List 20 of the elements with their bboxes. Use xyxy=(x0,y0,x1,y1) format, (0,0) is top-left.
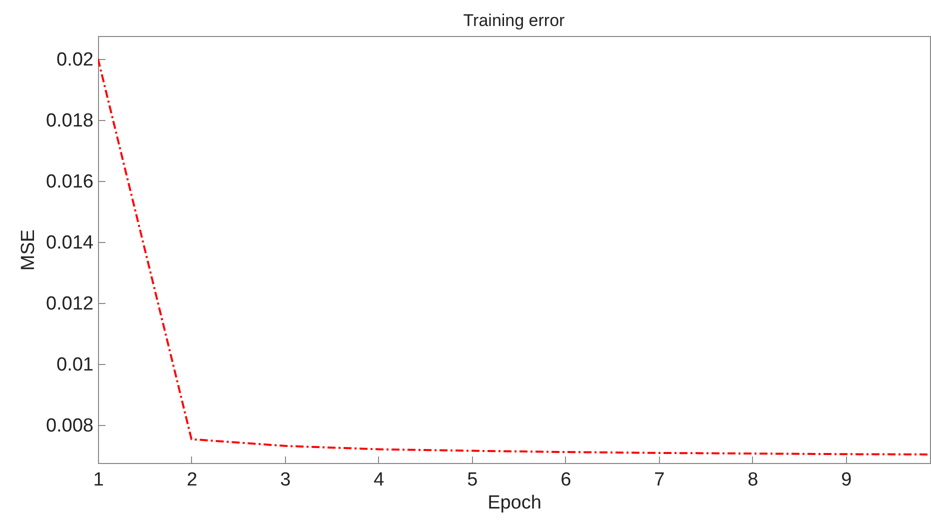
x-tick-label: 7 xyxy=(654,470,665,490)
x-tick-label: 2 xyxy=(186,470,198,490)
y-tick-label: 0.008 xyxy=(46,415,94,436)
y-tick-label: 0.012 xyxy=(46,293,94,314)
y-tick-label: 0.02 xyxy=(56,49,94,70)
x-axis-title: Epoch xyxy=(488,492,542,514)
x-tick-label: 5 xyxy=(467,470,478,490)
y-tick-label: 0.016 xyxy=(46,171,94,192)
y-tick-label: 0.014 xyxy=(46,232,94,254)
x-tick-label: 3 xyxy=(280,470,291,490)
x-tick-label: 1 xyxy=(93,470,104,490)
x-tick-label: 4 xyxy=(374,470,385,490)
y-tick-label: 0.01 xyxy=(56,354,94,376)
y-axis-title: MSE xyxy=(18,229,39,271)
y-tick-label: 0.018 xyxy=(46,110,94,132)
line-series xyxy=(98,58,930,456)
x-tick-label: 9 xyxy=(841,470,852,490)
chart-title: Training error xyxy=(463,11,566,30)
x-tick-label: 6 xyxy=(560,470,572,490)
x-tick-label: 8 xyxy=(748,470,758,490)
